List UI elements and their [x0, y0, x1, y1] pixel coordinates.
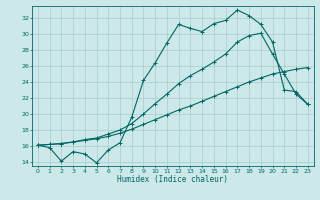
X-axis label: Humidex (Indice chaleur): Humidex (Indice chaleur): [117, 175, 228, 184]
